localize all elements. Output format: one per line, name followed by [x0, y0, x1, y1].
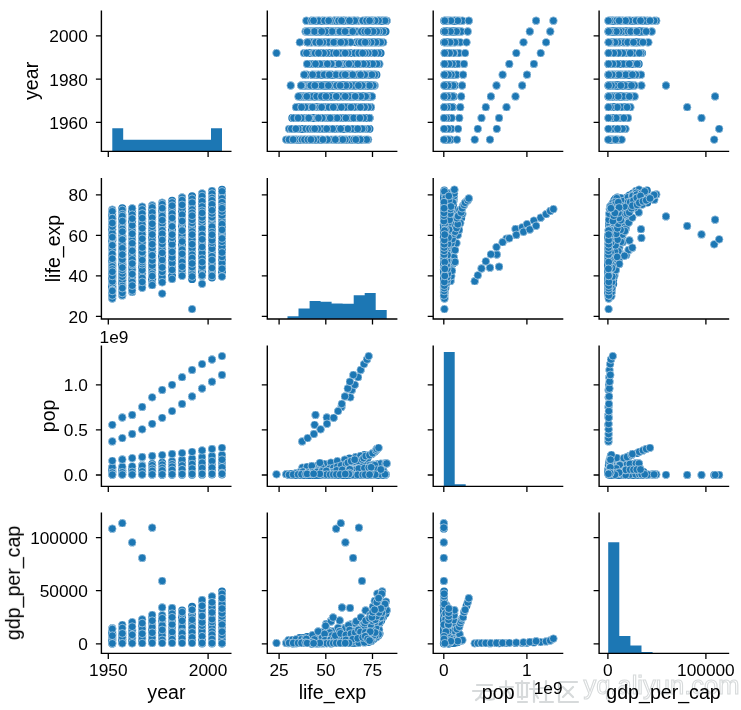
svg-text:75: 75	[363, 660, 382, 680]
svg-text:year: year	[147, 681, 186, 703]
svg-text:100000: 100000	[677, 660, 735, 680]
svg-text:gdp_per_cap: gdp_per_cap	[2, 526, 25, 640]
svg-text:50: 50	[316, 660, 335, 680]
svg-text:0: 0	[439, 660, 449, 680]
svg-text:1980: 1980	[49, 70, 87, 90]
svg-text:80: 80	[69, 185, 88, 205]
svg-text:0: 0	[603, 660, 613, 680]
svg-text:100000: 100000	[30, 528, 88, 548]
svg-text:60: 60	[69, 226, 88, 246]
svg-text:0: 0	[78, 634, 88, 654]
svg-text:1950: 1950	[89, 660, 127, 680]
svg-text:1e9: 1e9	[534, 678, 563, 698]
svg-text:2000: 2000	[49, 26, 87, 46]
svg-text:0.5: 0.5	[64, 420, 88, 440]
svg-text:50000: 50000	[40, 581, 88, 601]
svg-text:gdp_per_cap: gdp_per_cap	[606, 681, 720, 704]
svg-text:1960: 1960	[49, 113, 87, 133]
svg-text:0.0: 0.0	[64, 465, 88, 485]
svg-text:life_exp: life_exp	[42, 215, 65, 283]
svg-text:20: 20	[69, 307, 88, 327]
svg-text:1.0: 1.0	[64, 375, 88, 395]
svg-text:year: year	[20, 61, 42, 100]
svg-text:life_exp: life_exp	[299, 681, 367, 704]
svg-text:pop: pop	[482, 681, 515, 703]
svg-text:pop: pop	[37, 399, 59, 432]
svg-text:1e9: 1e9	[100, 327, 129, 347]
svg-text:2000: 2000	[189, 660, 227, 680]
svg-text:40: 40	[69, 266, 88, 286]
svg-text:25: 25	[269, 660, 288, 680]
svg-text:1: 1	[522, 660, 532, 680]
